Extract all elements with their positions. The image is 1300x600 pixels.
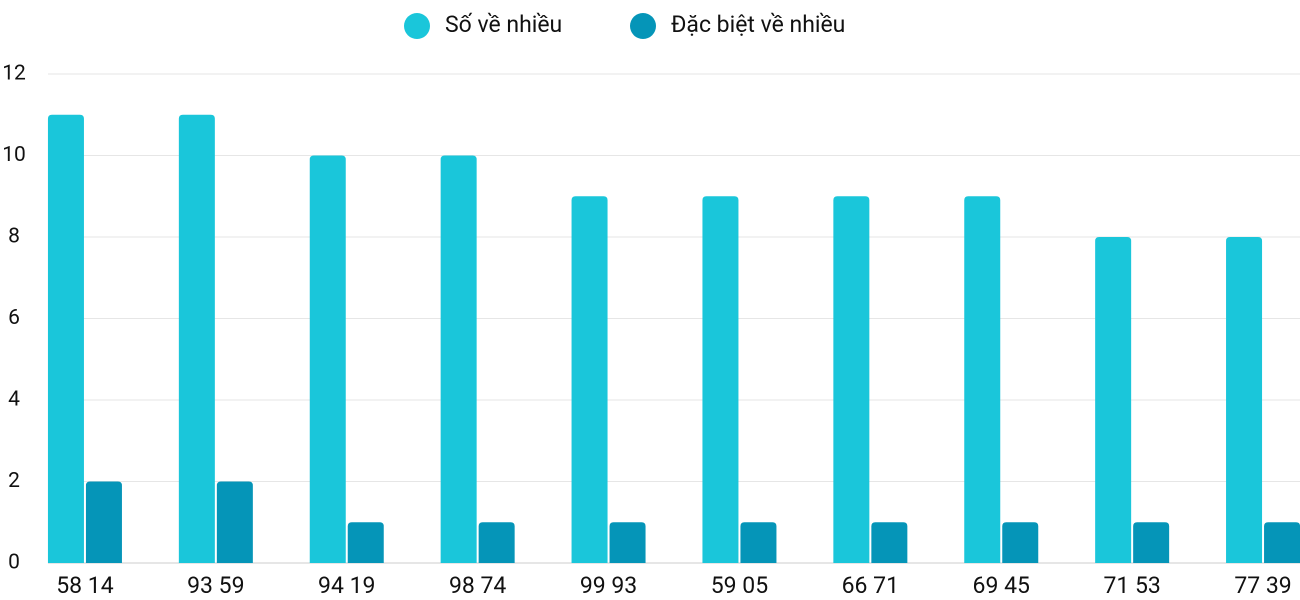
bar — [1133, 522, 1170, 563]
y-tick-label: 2 — [8, 469, 20, 493]
x-tick-label: 66 71 — [842, 572, 899, 599]
bar — [440, 155, 477, 563]
legend-label: Đặc biệt về nhiều — [671, 11, 845, 38]
bar — [571, 196, 608, 563]
bar — [478, 522, 515, 563]
bar — [1095, 237, 1132, 563]
y-tick-label: 0 — [8, 551, 20, 575]
bar — [702, 196, 739, 563]
x-tick-label: 69 45 — [973, 572, 1030, 599]
bar — [964, 196, 1001, 563]
bar — [178, 114, 215, 563]
bar — [833, 196, 870, 563]
y-tick-label: 6 — [8, 306, 20, 330]
y-tick-label: 8 — [8, 225, 20, 249]
y-tick-label: 12 — [2, 62, 26, 86]
bar — [85, 481, 122, 563]
x-tick-label: 71 53 — [1103, 572, 1160, 599]
bar — [309, 155, 346, 563]
bar — [740, 522, 777, 563]
bar — [1002, 522, 1039, 563]
bar — [1226, 237, 1263, 563]
bar — [216, 481, 253, 563]
x-tick-label: 93 59 — [187, 572, 244, 599]
y-tick-label: 10 — [2, 143, 26, 167]
legend-label: Số về nhiều — [445, 11, 562, 38]
y-tick-label: 4 — [8, 388, 20, 412]
bar — [609, 522, 646, 563]
legend-swatch — [630, 13, 656, 39]
bar — [347, 522, 384, 563]
x-tick-label: 59 05 — [711, 572, 768, 599]
bar — [871, 522, 908, 563]
x-tick-label: 98 74 — [449, 572, 506, 599]
x-tick-label: 77 39 — [1234, 572, 1291, 599]
bar — [47, 114, 84, 563]
legend-swatch — [404, 13, 430, 39]
bar — [1264, 522, 1300, 563]
x-tick-label: 99 93 — [580, 572, 637, 599]
x-tick-label: 58 14 — [56, 572, 113, 599]
x-tick-label: 94 19 — [318, 572, 375, 599]
